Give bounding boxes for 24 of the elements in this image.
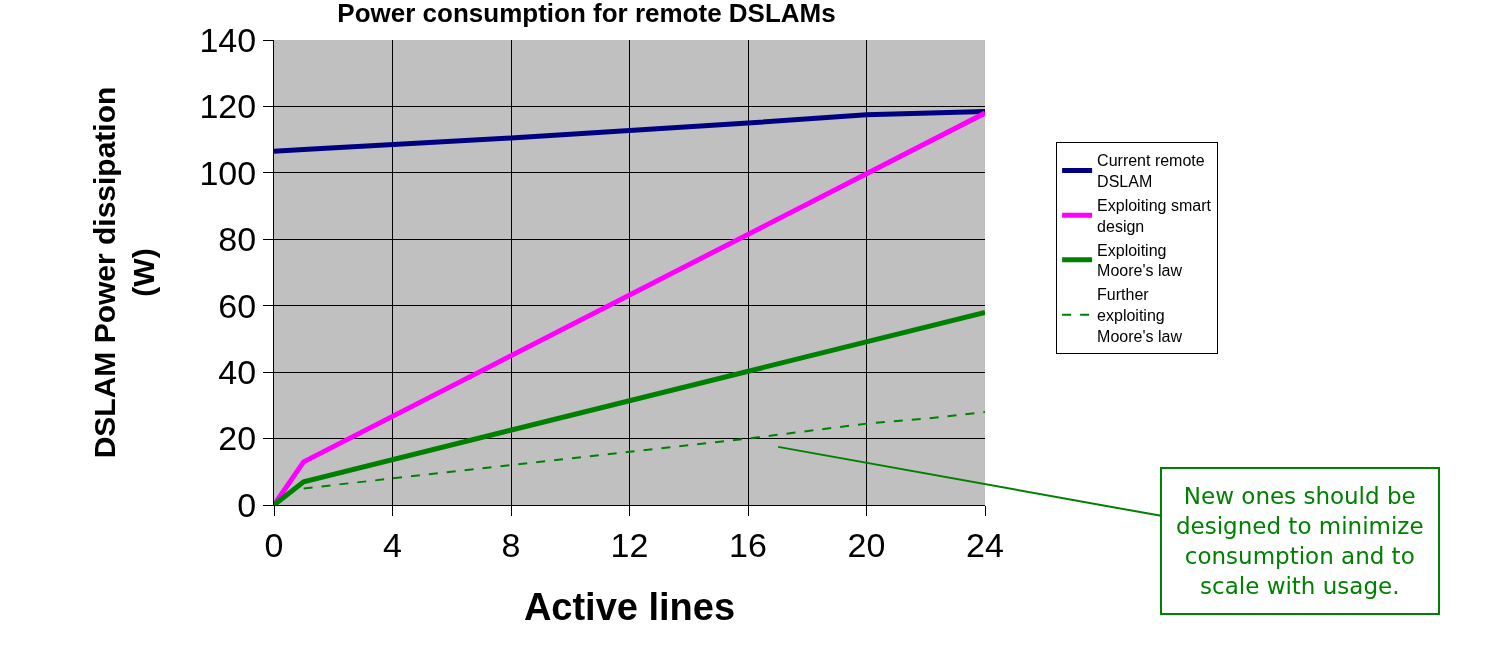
- y-tick-label: 140: [199, 20, 257, 59]
- y-tick-label: 20: [218, 419, 257, 458]
- y-tick-label: 40: [218, 353, 257, 392]
- y-tick-label: 0: [237, 485, 257, 524]
- y-tick-label: 100: [199, 153, 257, 192]
- y-axis-title: DSLAM Power dissipation (W): [88, 86, 161, 459]
- x-tick-label: 24: [966, 525, 1004, 564]
- x-tick-label: 4: [383, 525, 402, 564]
- legend-label: Exploiting Moore's law: [1097, 241, 1183, 280]
- y-tick-label: 60: [218, 286, 257, 325]
- x-tick-label: 12: [610, 525, 649, 564]
- line-series: [302, 411, 985, 490]
- x-tick-label: 0: [264, 525, 284, 564]
- legend-label: Exploiting smart design: [1097, 197, 1212, 235]
- y-tick-label: 80: [218, 220, 257, 259]
- x-axis-title: Active lines: [523, 585, 736, 628]
- chart-title: Power consumption for remote DSLAMs: [337, 0, 836, 28]
- y-tick-label: 120: [199, 87, 257, 126]
- x-tick-label: 20: [847, 525, 886, 564]
- legend-label: Current remote DSLAM: [1097, 152, 1205, 191]
- x-tick-label: 16: [729, 525, 767, 564]
- text: New ones should be designed to minimize consumption and to scale with usage.: [1176, 483, 1424, 599]
- x-tick-label: 8: [501, 525, 521, 564]
- legend-label: Further exploiting Moore's law: [1097, 286, 1183, 345]
